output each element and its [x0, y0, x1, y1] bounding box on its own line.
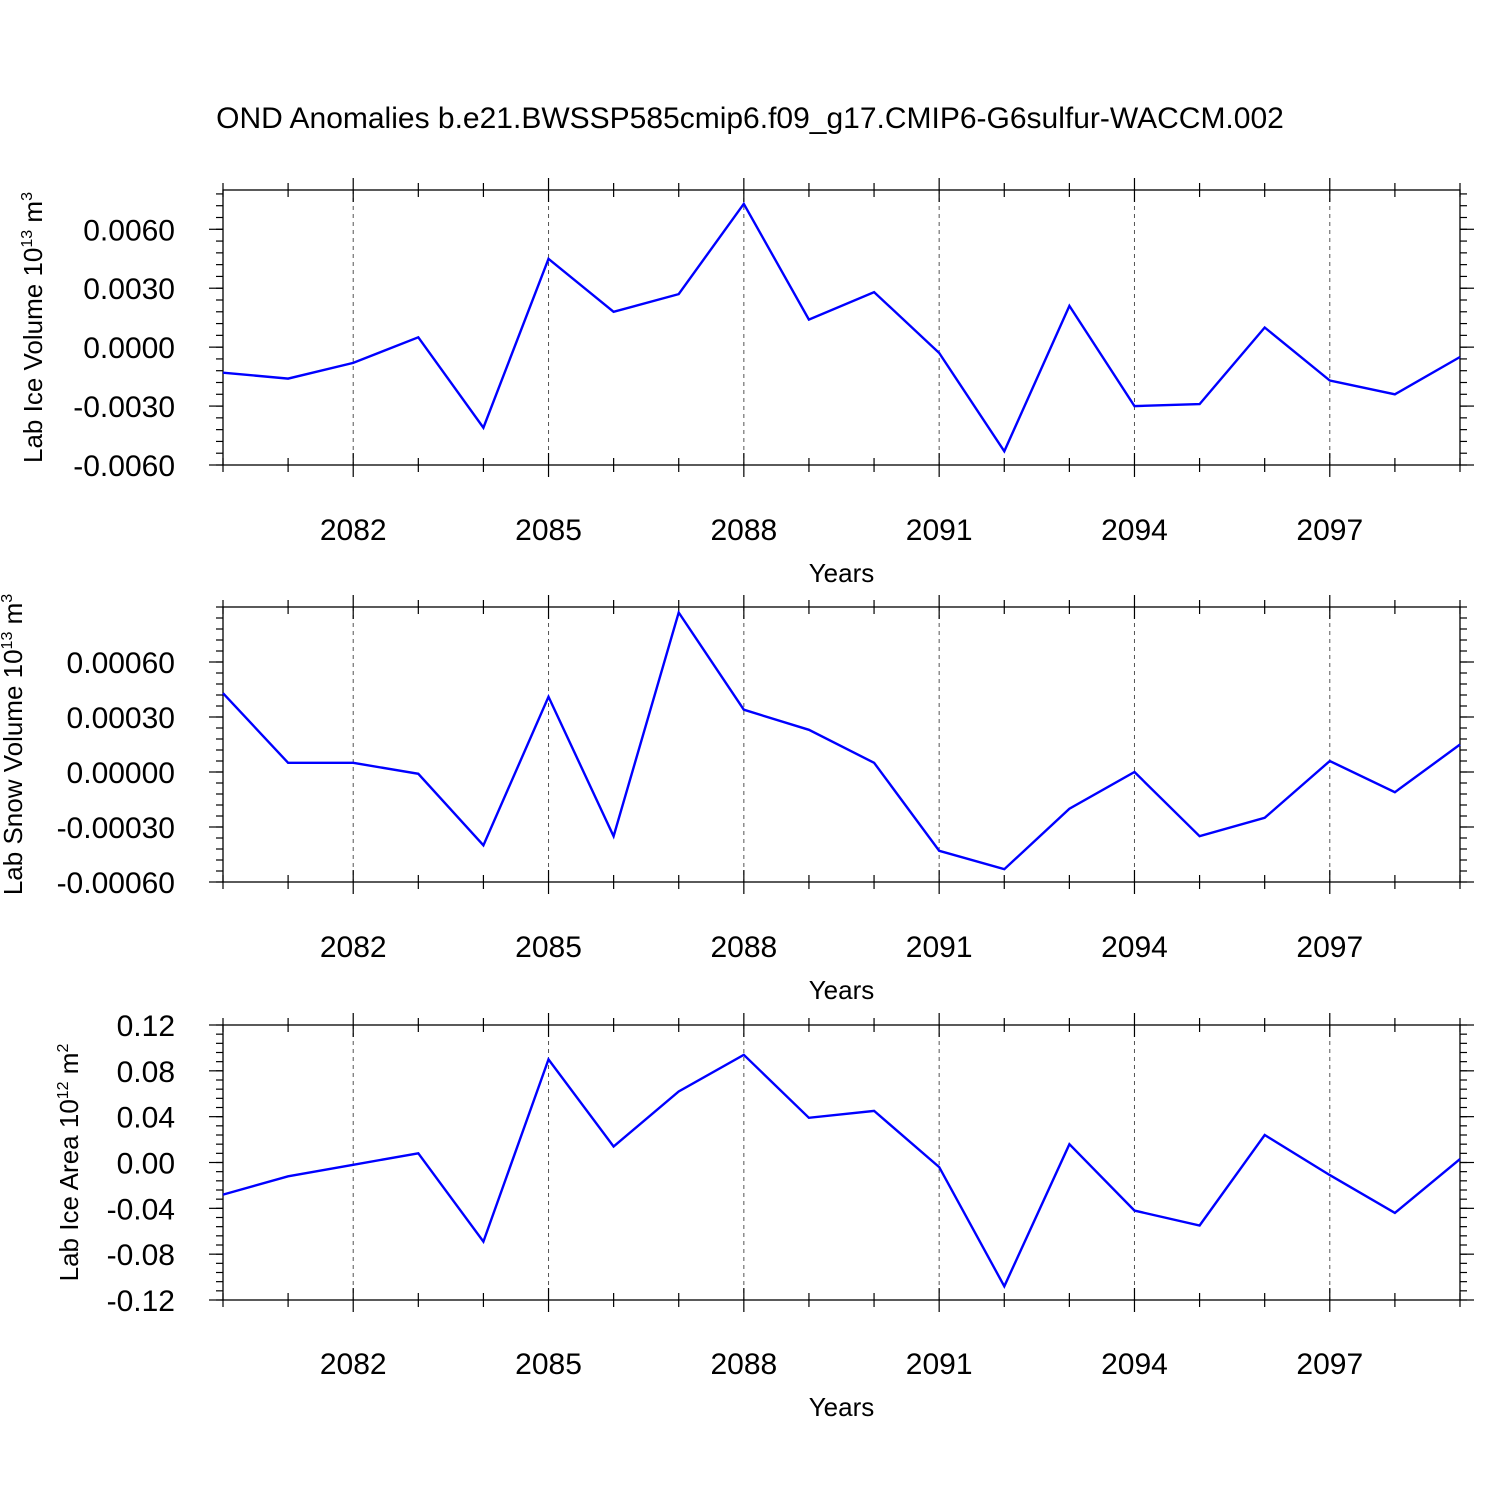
y-tick-label: -0.00060: [57, 867, 175, 900]
y-tick-label: 0.00000: [67, 757, 175, 790]
x-axis-title: Years: [809, 558, 875, 588]
y-axis-title-part: m: [18, 201, 48, 230]
y-tick-label: 0.0000: [83, 332, 175, 365]
x-tick-label: 2085: [515, 514, 582, 547]
y-axis-title-superscript: 13: [19, 230, 36, 248]
panel-2: -0.00060 -0.00030 0.00000 0.00030 0.00060 208…: [0, 594, 1474, 1005]
plot-frame: [222, 606, 1461, 883]
x-tick-label: 2088: [710, 931, 777, 964]
y-axis-title-superscript: 13: [0, 632, 16, 650]
x-tick-label: 2094: [1101, 514, 1168, 547]
x-tick-label: 2085: [515, 1348, 582, 1381]
y-tick-label: 0.00060: [67, 647, 175, 680]
x-axis-title: Years: [809, 1392, 875, 1422]
series-line-1: [222, 201, 1461, 454]
series-line-1: [222, 609, 1461, 871]
panel-1: -0.0060 -0.0030 0.0000 0.0030 0.0060 2082 2085…: [18, 178, 1474, 588]
x-tick-label: 2091: [906, 1348, 973, 1381]
y-tick-label: 0.0030: [83, 273, 175, 306]
y-axis-title: Lab Ice Area 1012 m2: [54, 1044, 84, 1282]
x-tick-label: 2091: [906, 514, 973, 547]
y-tick-label: 0.00030: [67, 702, 175, 735]
x-tick-label: 2097: [1296, 1348, 1363, 1381]
y-axis-title-superscript: 3: [0, 594, 16, 603]
x-tick-label: 2094: [1101, 1348, 1168, 1381]
plot-frame: [222, 1024, 1461, 1301]
x-tick-label: 2091: [906, 931, 973, 964]
x-tick-label: 2097: [1296, 514, 1363, 547]
y-axis-title-part: m: [54, 1053, 84, 1082]
y-axis-title-part: Lab Ice Volume 10: [18, 248, 48, 463]
y-axis-title-superscript: 2: [55, 1044, 72, 1053]
x-tick-label: 2082: [320, 931, 387, 964]
x-tick-label: 2094: [1101, 931, 1168, 964]
y-tick-label: -0.00030: [57, 812, 175, 845]
y-tick-label: -0.12: [107, 1285, 175, 1318]
y-axis-title-superscript: 12: [55, 1081, 72, 1099]
x-tick-label: 2088: [710, 1348, 777, 1381]
plot-frame: [222, 189, 1461, 466]
y-tick-label: -0.08: [107, 1239, 175, 1272]
y-tick-label: 0.0060: [83, 214, 175, 247]
y-tick-label: 0.04: [117, 1102, 175, 1135]
x-axis-title: Years: [809, 975, 875, 1005]
y-tick-label: -0.0030: [73, 391, 175, 424]
x-tick-label: 2082: [320, 514, 387, 547]
x-tick-label: 2097: [1296, 931, 1363, 964]
x-tick-label: 2082: [320, 1348, 387, 1381]
y-axis-title: Lab Ice Volume 1013 m3: [18, 192, 48, 463]
panel-3: -0.12 -0.08 -0.04 0.00 0.04 0.08 0.12 2082 2085 2…: [54, 1010, 1474, 1422]
x-tick-label: 2088: [710, 514, 777, 547]
x-tick-label: 2085: [515, 931, 582, 964]
chart-title: OND Anomalies b.e21.BWSSP585cmip6.f09_g1…: [216, 102, 1284, 135]
y-axis-title-part: m: [0, 603, 28, 632]
y-axis-title-superscript: 3: [19, 192, 36, 201]
y-tick-label: 0.00: [117, 1148, 175, 1181]
y-tick-label: 0.12: [117, 1010, 175, 1043]
y-tick-label: 0.08: [117, 1056, 175, 1089]
y-axis-title-part: Lab Ice Area 10: [54, 1099, 84, 1281]
y-tick-label: -0.04: [107, 1193, 175, 1226]
y-tick-label: -0.0060: [73, 450, 175, 483]
y-axis-title-part: Lab Snow Volume 10: [0, 649, 28, 895]
y-axis-title: Lab Snow Volume 1013 m3: [0, 594, 28, 895]
series-line-1: [222, 1053, 1461, 1289]
